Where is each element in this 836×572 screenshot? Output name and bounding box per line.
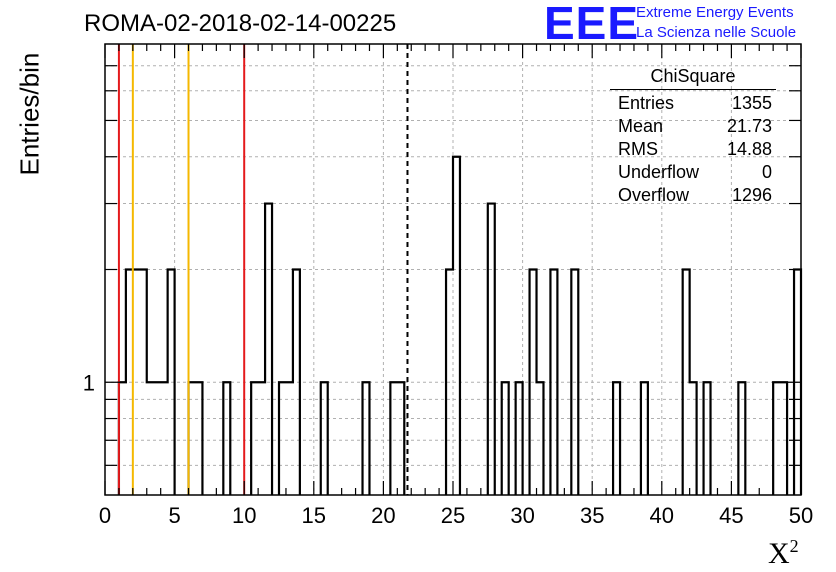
stats-box: ChiSquare Entries 1355 Mean 21.73 RMS 14.88… <box>610 66 776 207</box>
stats-value: 1355 <box>731 93 772 113</box>
stats-value: 1296 <box>731 185 772 205</box>
x-tick-label: 45 <box>719 503 743 528</box>
stats-box-title: ChiSquare <box>610 66 776 90</box>
y-tick-label: 1 <box>83 370 95 395</box>
stats-row: Mean 21.73 <box>610 115 776 138</box>
x-tick-label: 5 <box>168 503 180 528</box>
stats-label: Overflow <box>618 185 690 205</box>
stats-value: 14.88 <box>726 139 772 159</box>
x-tick-label: 35 <box>580 503 604 528</box>
stats-label: Entries <box>618 93 675 113</box>
x-tick-label: 50 <box>789 503 813 528</box>
stats-value: 21.73 <box>726 116 772 136</box>
x-axis-label: X2 <box>768 536 799 571</box>
logo-line-1: Extreme Energy Events <box>636 4 794 21</box>
stats-label: Mean <box>618 116 664 136</box>
x-tick-label: 25 <box>441 503 465 528</box>
stats-row: RMS 14.88 <box>610 138 776 161</box>
x-tick-label: 30 <box>510 503 534 528</box>
x-tick-label: 0 <box>99 503 111 528</box>
x-tick-label: 15 <box>302 503 326 528</box>
stats-row: Underflow 0 <box>610 161 776 184</box>
stats-label: Underflow <box>618 162 700 182</box>
x-axis-label-symbol: X <box>768 537 790 570</box>
stats-value: 0 <box>761 162 772 182</box>
eee-logo: EEE Extreme Energy Events La Scienza nel… <box>540 0 836 49</box>
x-tick-label: 10 <box>232 503 256 528</box>
stats-row: Entries 1355 <box>610 92 776 115</box>
x-tick-label: 20 <box>371 503 395 528</box>
eee-logo-mark: EEE <box>544 0 640 49</box>
logo-line-2: La Scienza nelle Scuole <box>636 24 797 41</box>
x-tick-label: 40 <box>650 503 674 528</box>
x-axis-label-superscript: 2 <box>789 536 799 556</box>
chart-title: ROMA-02-2018-02-14-00225 <box>84 10 397 37</box>
stats-label: RMS <box>618 139 658 159</box>
histogram-outline <box>117 155 803 495</box>
stats-row: Overflow 1296 <box>610 184 776 207</box>
y-axis-label: Entries/bin <box>14 52 45 176</box>
